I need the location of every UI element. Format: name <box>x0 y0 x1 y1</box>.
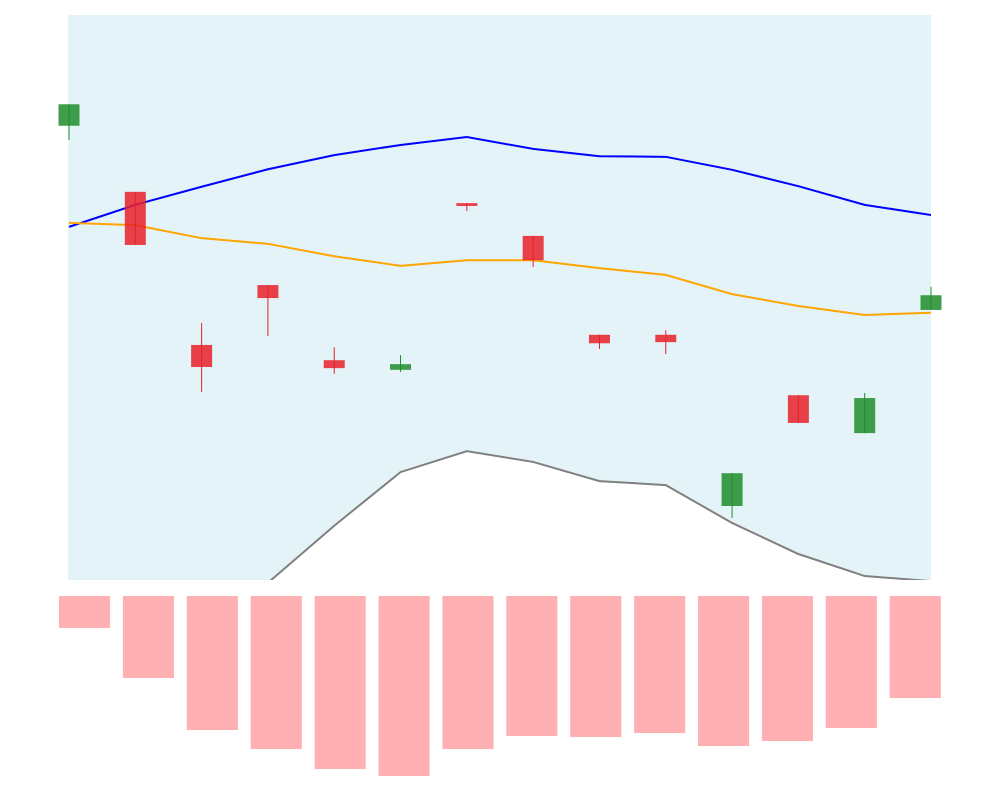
candle-body <box>456 203 478 206</box>
overlay-lines <box>68 136 931 580</box>
volume-bar <box>314 596 366 769</box>
candle-body <box>390 364 412 370</box>
volume-bar <box>761 596 814 741</box>
candle-body <box>854 398 876 434</box>
volume-bar <box>59 596 111 628</box>
area-fill <box>271 451 917 580</box>
volume-bar <box>634 596 686 733</box>
candle-body <box>58 104 80 126</box>
volume-bar <box>186 596 238 730</box>
candle-body <box>522 235 544 261</box>
volume-bar <box>506 596 558 736</box>
candle-body <box>787 395 809 423</box>
volume-bar <box>378 596 430 776</box>
volume-bar <box>122 596 175 678</box>
volume-bar <box>570 596 622 737</box>
line <box>68 221 931 317</box>
candle-body <box>257 285 279 299</box>
candle-body <box>721 473 743 506</box>
candle-body <box>588 334 610 344</box>
volume <box>59 596 941 776</box>
candles <box>58 104 942 518</box>
volume-bar <box>442 596 494 749</box>
candle-body <box>655 334 677 343</box>
candle-body <box>191 344 213 367</box>
line <box>269 450 930 580</box>
line <box>68 136 931 228</box>
candle-body <box>920 295 942 310</box>
candle-body <box>323 360 345 369</box>
volume-bar <box>825 596 877 728</box>
candle-body <box>124 191 146 245</box>
volume-bar <box>698 596 750 746</box>
volume-bar <box>250 596 302 749</box>
volume-bar <box>889 596 941 698</box>
